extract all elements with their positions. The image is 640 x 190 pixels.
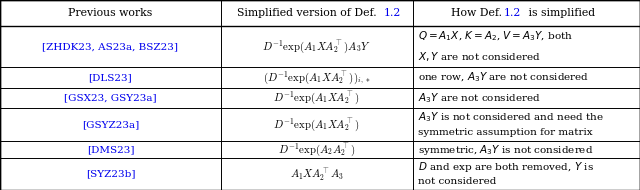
Text: [DMS23]: [DMS23] (86, 145, 134, 154)
Text: [DLS23]: [DLS23] (88, 73, 132, 82)
Text: Simplified version of Def.: Simplified version of Def. (237, 8, 380, 18)
Text: $X, Y$ are not considered: $X, Y$ are not considered (418, 50, 541, 63)
Text: $D^{-1}\exp(A_2 A_2^{\top})$: $D^{-1}\exp(A_2 A_2^{\top})$ (278, 141, 356, 158)
Text: $(D^{-1}\exp(A_1 X A_2^{\top}))_{i,*}$: $(D^{-1}\exp(A_1 X A_2^{\top}))_{i,*}$ (263, 69, 371, 86)
Text: 1.2: 1.2 (504, 8, 521, 18)
Text: $A_1 X A_2^{\top} A_3$: $A_1 X A_2^{\top} A_3$ (290, 166, 344, 183)
Text: is simplified: is simplified (525, 8, 595, 18)
Text: $D^{-1}\exp(A_1 X A_2^{\top})$: $D^{-1}\exp(A_1 X A_2^{\top})$ (273, 116, 360, 133)
Text: $A_3 Y$ are not considered: $A_3 Y$ are not considered (418, 91, 541, 105)
Text: Previous works: Previous works (68, 8, 152, 18)
Text: symmetric assumption for matrix: symmetric assumption for matrix (418, 128, 593, 137)
Text: $A_3 Y$ is not considered and need the: $A_3 Y$ is not considered and need the (418, 110, 604, 124)
Text: 1.2: 1.2 (384, 8, 401, 18)
Text: [GSYZ23a]: [GSYZ23a] (82, 120, 139, 129)
Text: one row, $A_3 Y$ are not considered: one row, $A_3 Y$ are not considered (418, 71, 589, 84)
Text: [SYZ23b]: [SYZ23b] (86, 170, 135, 179)
Text: not considered: not considered (418, 177, 496, 186)
Text: [GSX23, GSY23a]: [GSX23, GSY23a] (64, 93, 157, 103)
Text: symmetric, $A_3 Y$ is not considered: symmetric, $A_3 Y$ is not considered (418, 142, 593, 157)
Text: How Def.: How Def. (451, 8, 506, 18)
Text: [ZHDK23, AS23a, BSZ23]: [ZHDK23, AS23a, BSZ23] (42, 42, 179, 51)
Text: $Q = A_1 X$, $K = A_2$, $V = A_3 Y$, both: $Q = A_1 X$, $K = A_2$, $V = A_3 Y$, bot… (418, 30, 573, 43)
Text: $D$ and exp are both removed, $Y$ is: $D$ and exp are both removed, $Y$ is (418, 160, 594, 174)
Text: $D^{-1}\exp(A_1 X A_2^{\top})A_3 Y$: $D^{-1}\exp(A_1 X A_2^{\top})A_3 Y$ (262, 38, 371, 55)
Text: $D^{-1}\exp(A_1 X A_2^{\top})$: $D^{-1}\exp(A_1 X A_2^{\top})$ (273, 90, 360, 106)
